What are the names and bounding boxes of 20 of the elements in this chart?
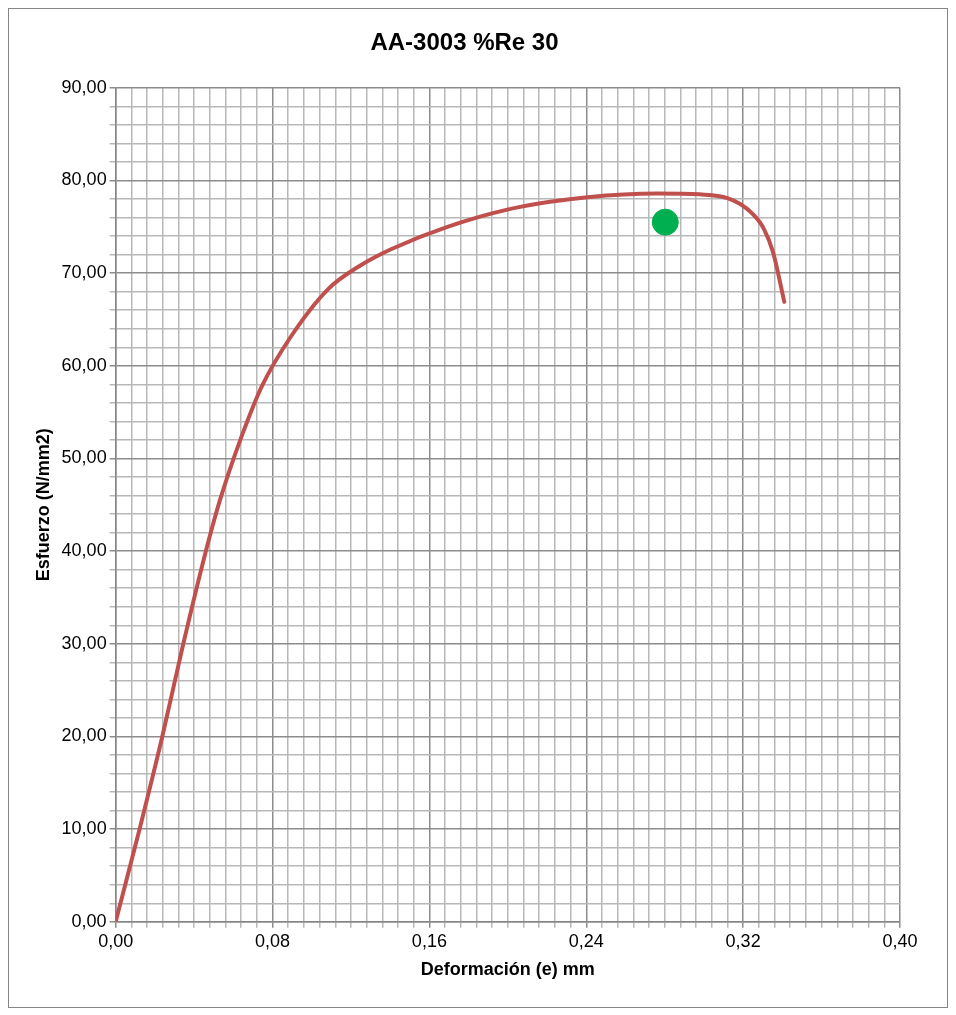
y-axis-title: Esfuerzo (N/mm2) xyxy=(32,428,53,582)
x-tick-label: 0,16 xyxy=(411,930,447,951)
y-tick-label: 10,00 xyxy=(61,818,107,839)
y-tick-label: 90,00 xyxy=(61,76,107,97)
y-tick-label: 0,00 xyxy=(71,910,107,931)
y-tick-label: 70,00 xyxy=(61,262,107,283)
y-tick-label: 20,00 xyxy=(61,725,107,746)
y-tick-label: 80,00 xyxy=(61,169,107,190)
x-tick-label: 0,32 xyxy=(725,930,761,951)
y-tick-label: 60,00 xyxy=(61,354,107,375)
x-axis-title: Deformación (e) mm xyxy=(420,959,595,980)
y-tick-label: 50,00 xyxy=(61,447,107,468)
x-tick-label: 0,08 xyxy=(254,930,291,951)
y-tick-label: 40,00 xyxy=(61,540,107,561)
y-tick-label: 30,00 xyxy=(61,632,107,653)
x-tick-label: 0,40 xyxy=(882,930,918,951)
x-tick-label: 0,24 xyxy=(568,930,604,951)
line-series xyxy=(115,191,787,922)
chart-title: AA-3003 %Re 30 xyxy=(370,28,559,56)
x-tick-label: 0,00 xyxy=(98,930,134,951)
